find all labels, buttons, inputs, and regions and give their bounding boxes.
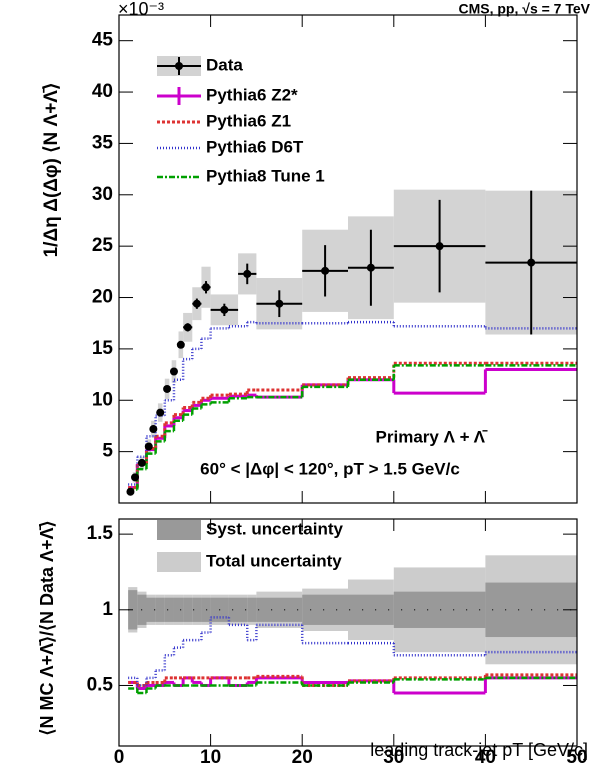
legend-label: Total uncertainty: [206, 551, 342, 570]
y-tick-label: 10: [92, 389, 113, 410]
y-tick-label: 1.5: [87, 523, 114, 544]
uncertainty-band: [155, 597, 165, 622]
uncertainty-band: [247, 597, 257, 622]
annotation: 60° < |Δφ| < 120°, pT > 1.5 GeV/c: [200, 459, 460, 478]
uncertainty-band: [173, 597, 184, 622]
exponent: ×10⁻³: [118, 0, 164, 19]
x-axis-label: leading track-jet pT [GeV/c]: [370, 740, 588, 760]
legend-label: Pythia6 Z2*: [206, 85, 298, 104]
data-point: [176, 340, 185, 349]
legend-label: Data: [206, 55, 243, 74]
legend-label: Pythia8 Tune 1: [206, 166, 325, 185]
uncertainty-band: [164, 597, 174, 622]
uncertainty-band: [201, 597, 211, 622]
legend-label: Pythia6 D6T: [206, 137, 304, 156]
data-point: [366, 263, 375, 272]
y-tick-label: 0.5: [87, 674, 114, 695]
x-tick-label: 10: [200, 747, 221, 768]
data-point: [202, 283, 211, 292]
uncertainty-band: [228, 597, 248, 622]
y-tick-label: 30: [92, 184, 113, 205]
uncertainty-band: [393, 591, 486, 628]
data-point: [321, 266, 330, 275]
y-tick-label: 5: [102, 441, 113, 462]
y-tick-label: 45: [92, 30, 114, 51]
uncertainty-band: [192, 597, 202, 622]
uncertainty-band: [183, 597, 193, 622]
y-tick-label: 35: [92, 132, 114, 153]
data-point: [163, 384, 172, 393]
uncertainty-band: [146, 597, 156, 622]
legend-swatch: [157, 520, 201, 540]
y-tick-label: 25: [92, 235, 114, 256]
data-point: [169, 367, 178, 376]
data-point: [243, 269, 252, 278]
uncertainty-band: [302, 594, 348, 625]
data-point: [137, 458, 146, 467]
data-point: [435, 242, 444, 251]
x-tick-label: 30: [383, 747, 404, 768]
y-tick-label: 20: [92, 287, 113, 308]
data-point: [126, 487, 135, 496]
legend-label: Pythia6 Z1: [206, 111, 291, 130]
data-point: [220, 305, 229, 314]
data-point: [192, 299, 201, 308]
data-point: [156, 408, 165, 417]
x-tick-label: 0: [114, 747, 125, 768]
plot-frame: [118, 518, 578, 747]
y-axis-label: ⟨N MC Λ+Λ̄⟩/⟨N Data Λ+Λ̄⟩: [37, 520, 57, 735]
uncertainty-band: [256, 597, 303, 622]
data-point: [275, 299, 284, 308]
legend-label: Syst. uncertainty: [206, 519, 344, 538]
uncertainty-band: [348, 594, 394, 625]
x-tick-label: 50: [566, 747, 587, 768]
y-axis-label: 1/Δη Δ(Δφ) ⟨N Λ+Λ̄⟩: [41, 83, 62, 258]
annotation: Primary Λ + Λ̄: [376, 427, 488, 446]
data-point: [131, 473, 140, 482]
header: CMS, pp, √s = 7 TeV: [458, 1, 590, 17]
data-point: [144, 442, 153, 451]
legend-swatch: [157, 552, 201, 572]
x-tick-label: 40: [475, 747, 496, 768]
x-tick-label: 20: [292, 747, 313, 768]
data-point: [527, 258, 536, 267]
plot-frame: [118, 14, 578, 504]
data-point: [149, 425, 158, 434]
y-tick-label: 40: [92, 81, 113, 102]
legend-swatch: [175, 62, 183, 70]
y-tick-label: 1: [102, 599, 113, 620]
data-point: [183, 323, 192, 332]
y-tick-label: 15: [92, 338, 114, 359]
